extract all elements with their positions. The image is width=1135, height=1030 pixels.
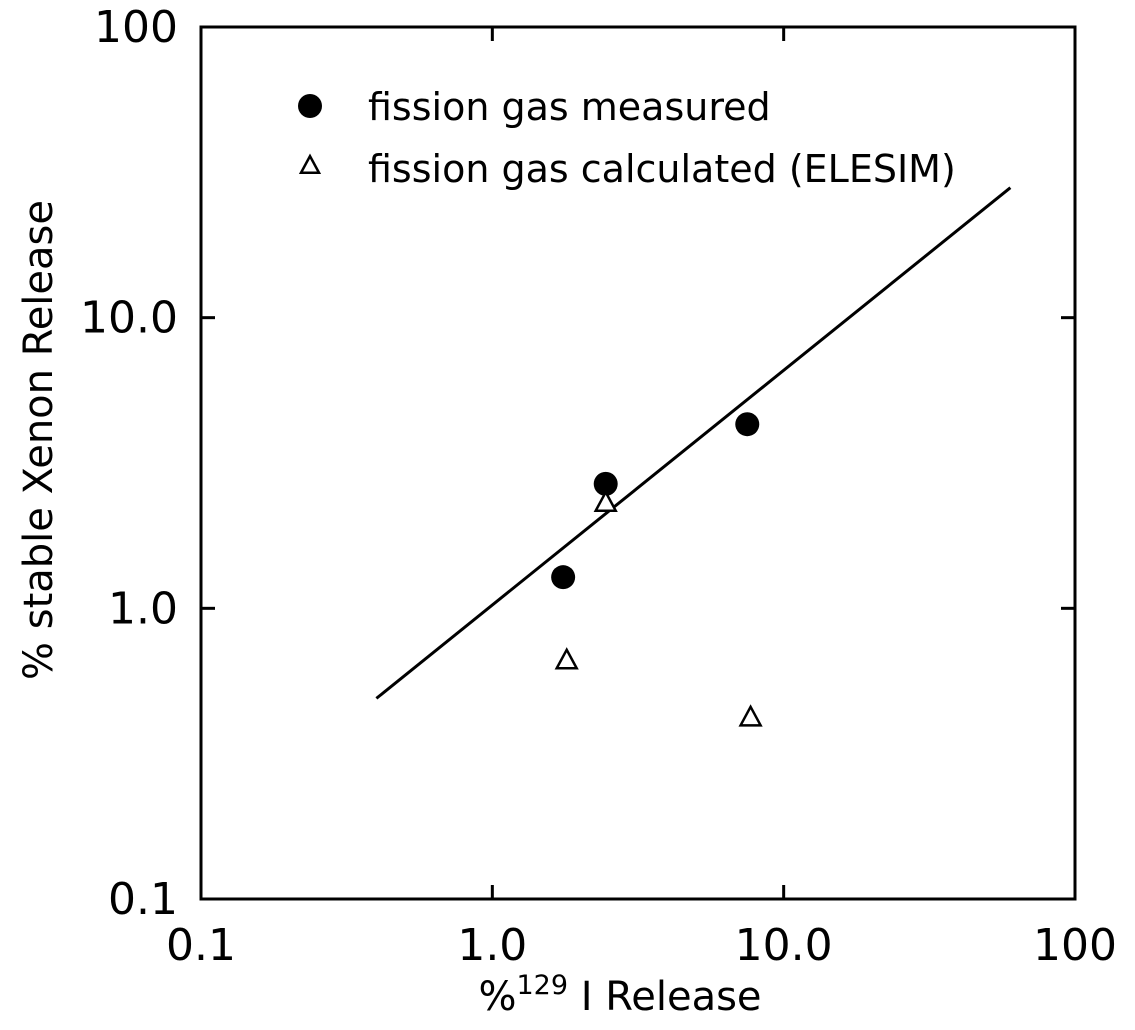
y-axis-title: % stable Xenon Release (16, 200, 62, 680)
legend-label: fission gas measured (368, 85, 771, 129)
calculated-point (738, 704, 763, 727)
x-tick-label: 10.0 (735, 920, 833, 971)
legend: fission gas measured fission gas calculat… (298, 85, 956, 191)
y-tick-label: 0.1 (108, 874, 178, 925)
fit-line (375, 186, 1012, 700)
y-tick-label: 1.0 (108, 583, 178, 634)
x-axis-title: %129 I Release (478, 970, 761, 1020)
y-tick-label: 10.0 (80, 293, 178, 344)
measured-point (735, 412, 760, 437)
legend-marker-measured (298, 94, 322, 118)
plot-frame (199, 25, 1077, 901)
data-points (551, 412, 763, 727)
axis-ticks: 0.1 1.0 10.0 100 0.1 1.0 10.0 100 (80, 2, 1117, 971)
x-axis-title-superscript: 129 (516, 970, 568, 1001)
measured-point (551, 565, 576, 590)
x-axis-title-suffix: I Release (568, 974, 762, 1020)
y-tick-label: 100 (94, 2, 178, 53)
x-tick-label: 100 (1033, 920, 1117, 971)
x-tick-label: 1.0 (457, 920, 527, 971)
calculated-point (554, 647, 579, 670)
x-tick-label: 0.1 (166, 920, 236, 971)
x-axis-title-prefix: % (478, 974, 516, 1020)
fit-line-group (375, 186, 1012, 700)
legend-marker-calculated (298, 153, 322, 174)
legend-label: fission gas calculated (ELESIM) (368, 147, 956, 191)
measured-point (593, 471, 618, 496)
calculated-point (593, 489, 618, 512)
